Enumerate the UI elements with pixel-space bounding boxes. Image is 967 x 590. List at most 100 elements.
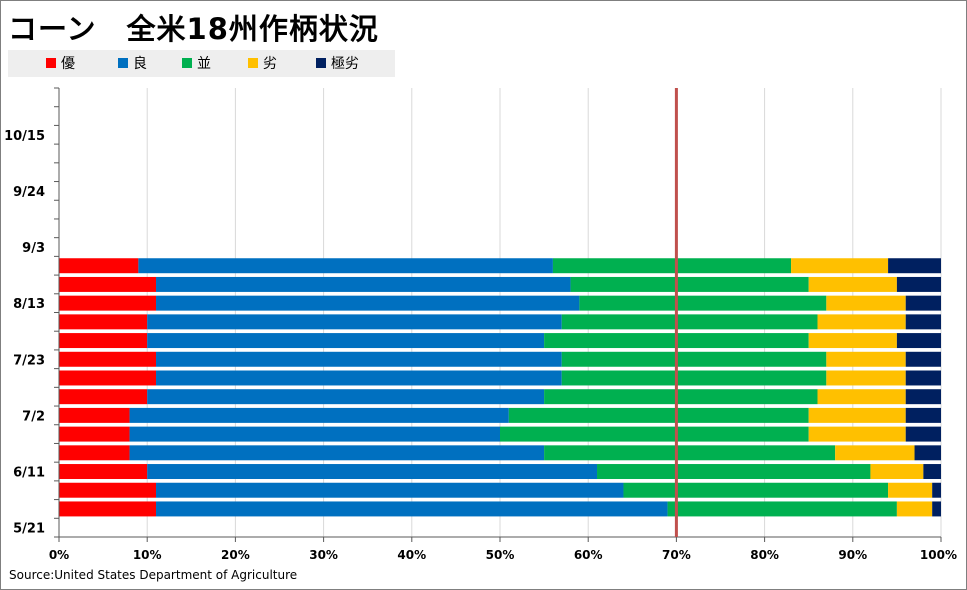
bar-segment bbox=[888, 482, 933, 498]
legend-swatch-good bbox=[118, 58, 128, 68]
bar-segment bbox=[156, 370, 562, 386]
bar-segment bbox=[826, 370, 906, 386]
bar-segment bbox=[570, 276, 809, 292]
bar-segment bbox=[905, 407, 941, 423]
bar-segment bbox=[817, 389, 906, 405]
x-tick-label: 30% bbox=[309, 548, 338, 562]
bar-segment bbox=[129, 426, 500, 442]
bar-segment bbox=[870, 464, 924, 480]
bar-segment bbox=[905, 389, 941, 405]
bar-segment bbox=[667, 501, 897, 517]
legend-label-poor: 劣 bbox=[263, 56, 277, 72]
bar-segment bbox=[817, 314, 906, 330]
x-tick-label: 80% bbox=[750, 548, 779, 562]
bar-segment bbox=[156, 351, 562, 367]
bar-segment bbox=[826, 295, 906, 311]
bar-segment bbox=[905, 314, 941, 330]
legend-item-poor: 劣 bbox=[248, 54, 277, 72]
legend-item-good: 良 bbox=[118, 54, 147, 72]
bar-segment bbox=[905, 370, 941, 386]
y-tick-label: 5/21 bbox=[13, 522, 45, 537]
x-tick-label: 90% bbox=[838, 548, 867, 562]
bar-segment bbox=[923, 464, 941, 480]
legend: 優 良 並 劣 極劣 bbox=[8, 50, 395, 77]
bar-segment bbox=[59, 482, 157, 498]
bar-segment bbox=[597, 464, 871, 480]
x-tick-label: 100% bbox=[920, 548, 957, 562]
legend-item-very-poor: 極劣 bbox=[316, 54, 359, 72]
bar-segment bbox=[808, 426, 906, 442]
x-tick-label: 70% bbox=[662, 548, 691, 562]
x-tick-label: 60% bbox=[574, 548, 603, 562]
legend-item-fair: 並 bbox=[182, 54, 211, 72]
bar-segment bbox=[508, 407, 809, 423]
bar-segment bbox=[905, 426, 941, 442]
bar-segment bbox=[156, 501, 668, 517]
x-tick-label: 20% bbox=[221, 548, 250, 562]
bar-segment bbox=[59, 370, 157, 386]
bar-segment bbox=[896, 501, 933, 517]
bar-segment bbox=[905, 351, 941, 367]
bar-segment bbox=[561, 351, 827, 367]
bar-segment bbox=[561, 370, 827, 386]
bar-segment bbox=[59, 295, 157, 311]
x-tick-label: 40% bbox=[397, 548, 426, 562]
bar-segment bbox=[835, 445, 915, 461]
bar-segment bbox=[623, 482, 889, 498]
y-tick-label: 10/15 bbox=[4, 129, 45, 144]
chart-title: コーン 全米18州作柄状況 bbox=[8, 12, 379, 46]
bar-segment bbox=[888, 258, 941, 274]
bar-segment bbox=[59, 314, 148, 330]
bar-segment bbox=[544, 445, 836, 461]
bar-segment bbox=[896, 333, 941, 349]
y-tick-label: 6/11 bbox=[13, 466, 45, 481]
bar-segment bbox=[59, 407, 130, 423]
legend-swatch-very-poor bbox=[316, 58, 326, 68]
bar-segment bbox=[156, 295, 580, 311]
bar-segment bbox=[896, 276, 941, 292]
legend-label-very-poor: 極劣 bbox=[331, 56, 359, 72]
x-tick-label: 10% bbox=[133, 548, 162, 562]
bar-segment bbox=[59, 333, 148, 349]
bar-segment bbox=[59, 445, 130, 461]
bar-segment bbox=[59, 389, 148, 405]
y-tick-label: 7/23 bbox=[13, 353, 45, 368]
bar-segment bbox=[791, 258, 889, 274]
bar-segment bbox=[500, 426, 809, 442]
bar-segment bbox=[808, 407, 906, 423]
bar-segment bbox=[147, 389, 545, 405]
bar-segment bbox=[59, 258, 139, 274]
y-tick-label: 9/24 bbox=[13, 185, 45, 200]
bar-segment bbox=[932, 482, 941, 498]
bar-segment bbox=[147, 314, 562, 330]
y-tick-label: 9/3 bbox=[22, 241, 45, 256]
source-note: Source:United States Department of Agric… bbox=[9, 568, 298, 582]
legend-label-good: 良 bbox=[133, 56, 147, 72]
bar-segment bbox=[905, 295, 941, 311]
bar-segment bbox=[552, 258, 792, 274]
bar-segment bbox=[561, 314, 818, 330]
bar-segment bbox=[156, 276, 571, 292]
bar-segment bbox=[129, 445, 545, 461]
bar-segment bbox=[156, 482, 624, 498]
legend-label-fair: 並 bbox=[197, 56, 211, 72]
legend-swatch-fair bbox=[182, 58, 192, 68]
y-tick-label: 8/13 bbox=[13, 297, 45, 312]
bar-segment bbox=[914, 445, 941, 461]
legend-label-excellent: 優 bbox=[61, 56, 75, 72]
bar-segment bbox=[59, 351, 157, 367]
bar-segment bbox=[808, 333, 897, 349]
bar-segment bbox=[579, 295, 827, 311]
bar-segment bbox=[932, 501, 941, 517]
legend-swatch-excellent bbox=[46, 58, 56, 68]
bar-segment bbox=[59, 426, 130, 442]
bar-segment bbox=[147, 464, 598, 480]
legend-item-excellent: 優 bbox=[46, 54, 75, 72]
legend-swatch-poor bbox=[248, 58, 258, 68]
bar-segment bbox=[129, 407, 509, 423]
bar-segment bbox=[59, 501, 157, 517]
bar-segment bbox=[138, 258, 553, 274]
bar-segment bbox=[826, 351, 906, 367]
bar-segment bbox=[544, 389, 818, 405]
